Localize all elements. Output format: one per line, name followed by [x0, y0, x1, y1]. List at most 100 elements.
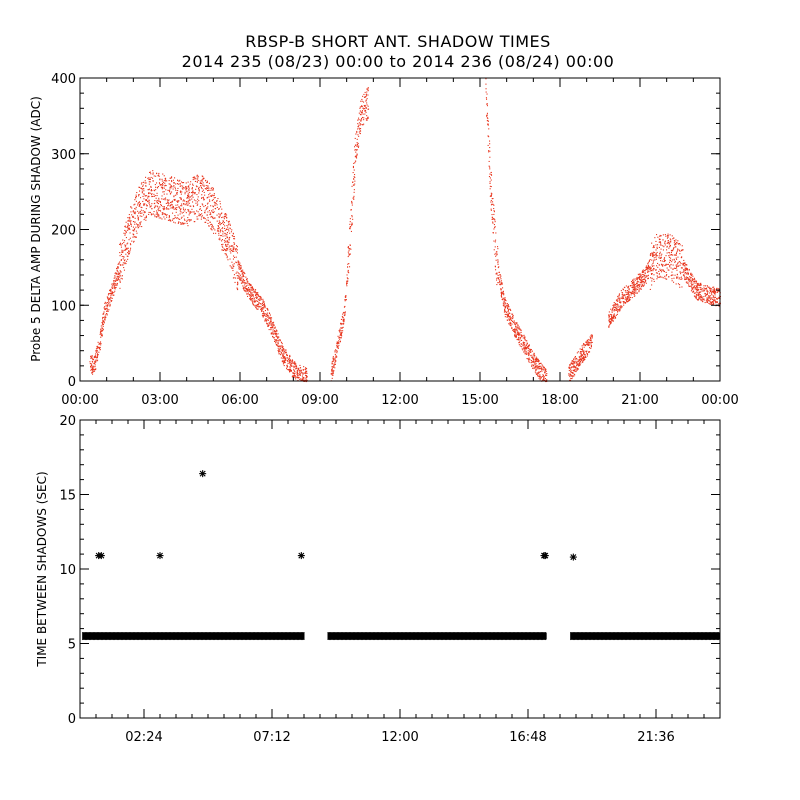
amp-point	[616, 299, 618, 301]
amp-point	[489, 168, 491, 170]
amp-point	[540, 377, 542, 379]
amp-point	[127, 220, 129, 222]
amp-point	[582, 356, 584, 358]
amp-point	[117, 276, 119, 278]
amp-point	[503, 300, 505, 302]
amp-point	[490, 194, 492, 196]
amp-point	[294, 365, 296, 367]
amp-point	[111, 300, 113, 302]
amp-point	[188, 202, 190, 204]
amp-point	[218, 208, 220, 210]
amp-point	[351, 204, 353, 206]
amp-point	[150, 213, 152, 215]
amp-point	[507, 310, 509, 312]
amp-point	[343, 318, 345, 320]
amp-point	[300, 378, 302, 380]
amp-point	[506, 303, 508, 305]
amp-point	[697, 295, 699, 297]
amp-point	[114, 285, 116, 287]
amp-point	[356, 132, 358, 134]
amp-point	[173, 195, 175, 197]
amp-point	[177, 217, 179, 219]
amp-point	[677, 243, 679, 245]
amp-points	[89, 78, 721, 383]
amp-point	[704, 295, 706, 297]
amp-point	[209, 221, 211, 223]
amp-point	[177, 190, 179, 192]
amp-point	[676, 273, 678, 275]
amp-y-tick-label: 300	[51, 148, 76, 163]
amp-point	[177, 201, 179, 203]
amp-point	[718, 296, 720, 298]
amp-point	[291, 376, 293, 378]
amp-point	[283, 365, 285, 367]
amp-point	[663, 261, 665, 263]
amp-point	[631, 281, 633, 283]
amp-point	[286, 365, 288, 367]
amp-point	[493, 228, 495, 230]
amp-point	[644, 272, 646, 274]
amp-point	[163, 208, 165, 210]
amp-point	[360, 119, 362, 121]
amp-point	[667, 235, 669, 237]
amp-point	[508, 314, 510, 316]
amp-point	[613, 305, 615, 307]
amp-point	[240, 270, 242, 272]
amp-point	[687, 274, 689, 276]
amp-point	[344, 300, 346, 302]
amp-point	[512, 316, 514, 318]
amp-point	[673, 259, 675, 261]
amp-point	[359, 106, 361, 108]
amp-point	[109, 299, 111, 301]
amp-point	[134, 236, 136, 238]
amp-point	[272, 328, 274, 330]
amp-point	[219, 239, 221, 241]
amp-point	[188, 187, 190, 189]
amp-point	[183, 187, 185, 189]
amp-point	[178, 200, 180, 202]
amp-point	[148, 193, 150, 195]
amp-point	[628, 288, 630, 290]
amp-point	[278, 349, 280, 351]
amp-point	[631, 286, 633, 288]
amp-point	[229, 249, 231, 251]
amp-point	[265, 313, 267, 315]
amp-point	[543, 368, 545, 370]
amp-point	[526, 346, 528, 348]
amp-point	[657, 276, 659, 278]
amp-point	[514, 322, 516, 324]
amp-point	[653, 257, 655, 259]
amp-point	[570, 367, 572, 369]
amp-point	[647, 277, 649, 279]
amp-point	[133, 211, 135, 213]
amp-point	[485, 83, 487, 85]
amp-point	[283, 353, 285, 355]
amp-point	[277, 336, 279, 338]
amp-point	[162, 208, 164, 210]
amp-point	[305, 375, 307, 377]
amp-x-tick-label: 00:00	[61, 393, 98, 408]
amp-point	[196, 218, 198, 220]
amp-point	[239, 262, 241, 264]
amp-point	[498, 266, 500, 268]
amp-point	[156, 202, 158, 204]
amp-point	[97, 355, 99, 357]
amp-point	[277, 337, 279, 339]
amp-point	[169, 220, 171, 222]
amp-point	[159, 201, 161, 203]
amp-point	[116, 273, 118, 275]
amp-point	[242, 287, 244, 289]
amp-point	[633, 283, 635, 285]
amp-point	[696, 289, 698, 291]
amp-point	[288, 369, 290, 371]
amp-point	[669, 265, 671, 267]
amp-point	[673, 242, 675, 244]
amp-point	[228, 245, 230, 247]
amp-point	[635, 289, 637, 291]
amp-point	[657, 266, 659, 268]
amp-point	[145, 195, 147, 197]
amp-point	[261, 309, 263, 311]
amp-point	[142, 210, 144, 212]
amp-point	[543, 366, 545, 368]
amp-point	[139, 222, 141, 224]
